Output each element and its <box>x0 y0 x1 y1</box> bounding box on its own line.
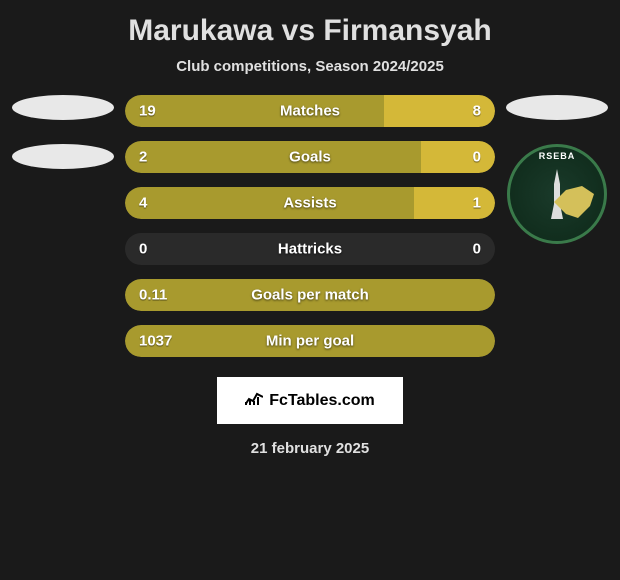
club-badge: RSEBA <box>507 144 607 244</box>
chart-icon <box>245 391 263 410</box>
stat-value-right: 0 <box>473 149 481 166</box>
stat-value-left: 0.11 <box>139 287 167 304</box>
club-badge-placeholder <box>12 144 114 169</box>
stat-label: Assists <box>283 195 336 212</box>
bar-fill-right <box>421 141 495 173</box>
stat-row: 19 8 Matches <box>125 95 495 127</box>
stat-value-left: 2 <box>139 149 147 166</box>
stat-label: Matches <box>280 103 340 120</box>
stat-row: 0.11 Goals per match <box>125 279 495 311</box>
bar-fill-right <box>414 187 495 219</box>
right-badges: RSEBA <box>502 95 612 244</box>
stat-label: Goals per match <box>251 287 369 304</box>
stats-area: RSEBA 19 8 Matches 2 0 Goals 4 1 Assists 0 0 Hattri… <box>0 95 620 357</box>
club-badge-label: RSEBA <box>539 151 576 161</box>
comparison-infographic: Marukawa vs Firmansyah Club competitions… <box>0 0 620 467</box>
stat-row: 4 1 Assists <box>125 187 495 219</box>
footer-date: 21 february 2025 <box>251 440 369 457</box>
stat-row: 0 0 Hattricks <box>125 233 495 265</box>
stat-label: Min per goal <box>266 333 354 350</box>
stat-value-left: 1037 <box>139 333 172 350</box>
stat-value-left: 0 <box>139 241 147 258</box>
bar-fill-left <box>125 141 421 173</box>
left-badges <box>8 95 118 169</box>
stat-value-right: 8 <box>473 103 481 120</box>
stat-row: 2 0 Goals <box>125 141 495 173</box>
comparison-bars: 19 8 Matches 2 0 Goals 4 1 Assists 0 0 Hattricks 0.1… <box>125 95 495 357</box>
bar-fill-left <box>125 187 414 219</box>
stat-value-right: 0 <box>473 241 481 258</box>
player-badge-placeholder <box>506 95 608 120</box>
source-link-text: FcTables.com <box>269 392 375 410</box>
source-link[interactable]: FcTables.com <box>217 377 403 424</box>
stat-label: Goals <box>289 149 331 166</box>
stat-row: 1037 Min per goal <box>125 325 495 357</box>
player-badge-placeholder <box>12 95 114 120</box>
bar-fill-left <box>125 95 384 127</box>
stat-value-left: 4 <box>139 195 147 212</box>
page-title: Marukawa vs Firmansyah <box>128 14 492 48</box>
stat-value-left: 19 <box>139 103 156 120</box>
stat-value-right: 1 <box>473 195 481 212</box>
stat-label: Hattricks <box>278 241 342 258</box>
page-subtitle: Club competitions, Season 2024/2025 <box>176 58 444 75</box>
